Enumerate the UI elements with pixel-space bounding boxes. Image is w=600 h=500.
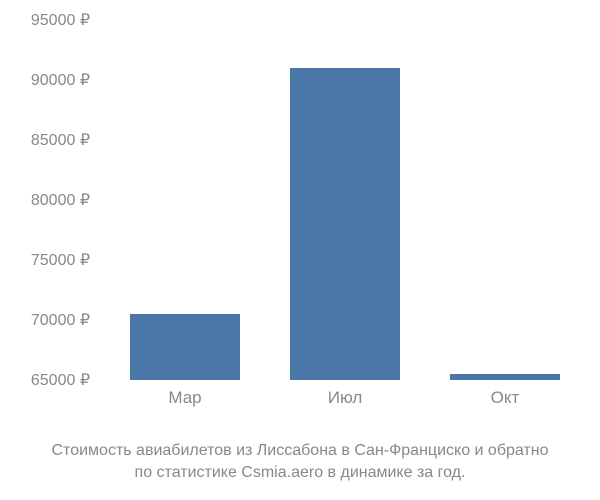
y-tick-label: 80000 ₽ [10,190,90,210]
chart-caption: Стоимость авиабилетов из Лиссабона в Сан… [0,440,600,483]
bar [130,314,240,380]
x-tick-label: Июл [328,388,363,408]
y-tick-label: 90000 ₽ [10,70,90,90]
y-tick-label: 85000 ₽ [10,130,90,150]
chart-container: 65000 ₽ 70000 ₽ 75000 ₽ 80000 ₽ 85000 ₽ 90000… [0,10,600,430]
y-tick-label: 70000 ₽ [10,310,90,330]
y-tick-label: 65000 ₽ [10,370,90,390]
x-tick-label: Мар [168,388,201,408]
y-tick-label: 75000 ₽ [10,250,90,270]
bar [290,68,400,380]
x-tick-label: Окт [491,388,520,408]
bar [450,374,560,380]
caption-line-2: по статистике Csmia.aero в динамике за г… [0,462,600,484]
caption-line-1: Стоимость авиабилетов из Лиссабона в Сан… [0,440,600,462]
y-tick-label: 95000 ₽ [10,10,90,30]
plot-area [100,20,580,380]
